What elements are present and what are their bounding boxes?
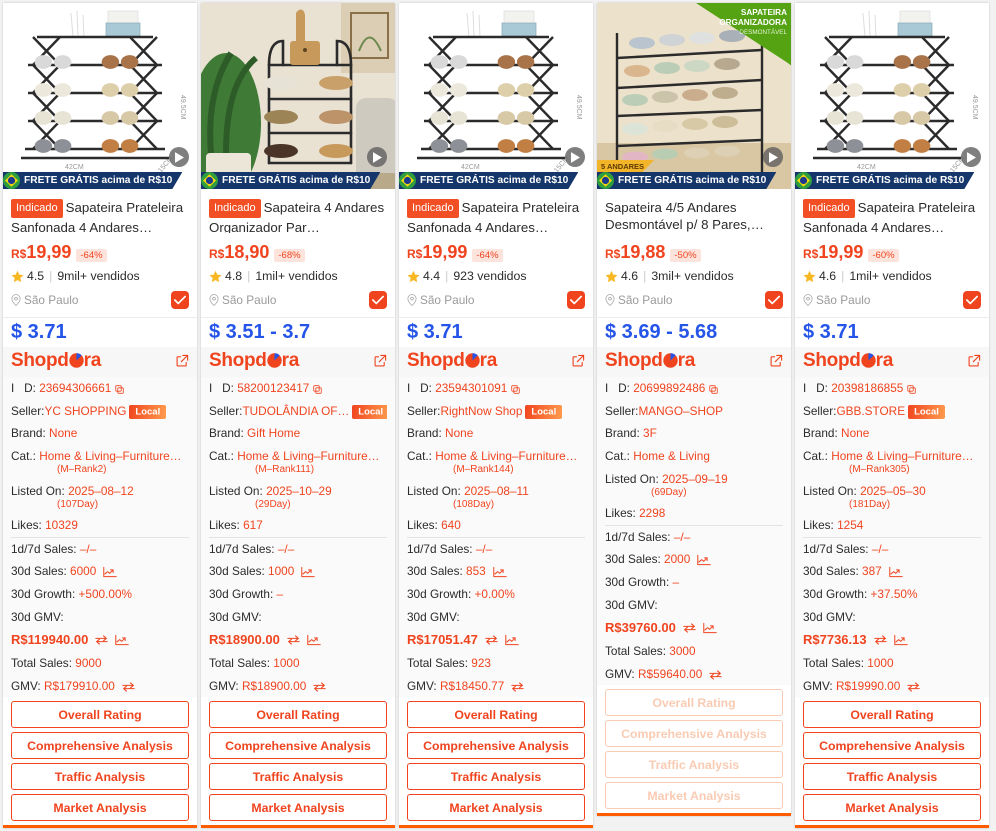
svg-text:42CM: 42CM (857, 164, 876, 171)
svg-text:42CM: 42CM (461, 164, 480, 171)
svg-text:42CM: 42CM (65, 164, 84, 171)
svg-text:49.5CM: 49.5CM (971, 95, 978, 120)
svg-text:49.5CM: 49.5CM (179, 95, 186, 120)
svg-text:49.5CM: 49.5CM (575, 95, 582, 120)
